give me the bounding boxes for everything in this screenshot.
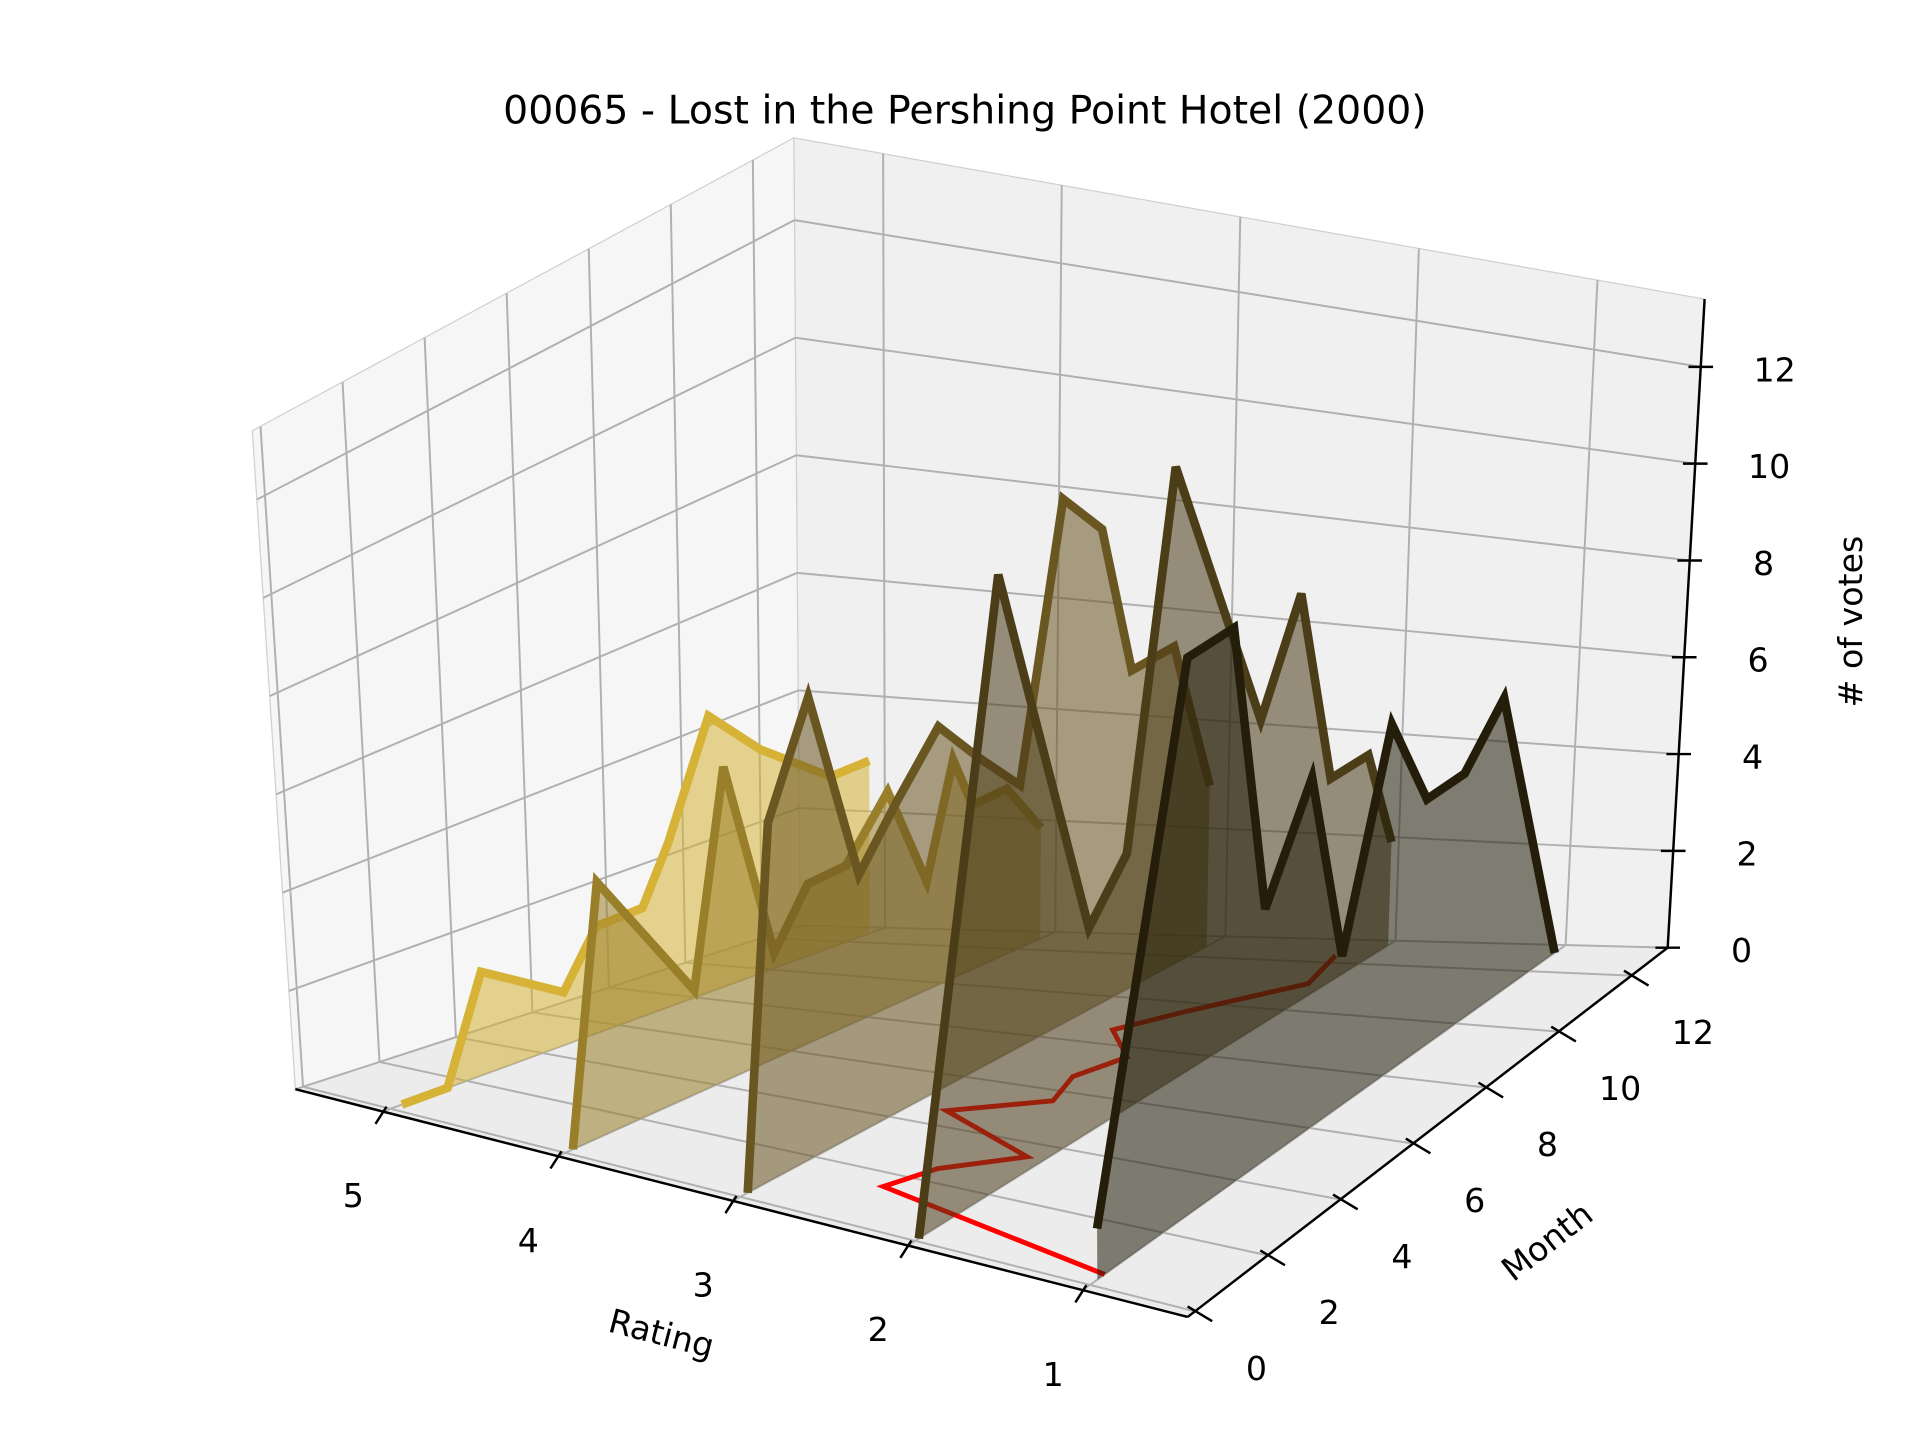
y-tick <box>1550 1025 1577 1043</box>
z-tick-label: 4 <box>1742 737 1763 776</box>
y-tick <box>1332 1193 1359 1211</box>
ribbon-line <box>1092 620 1559 1230</box>
series-layer <box>400 465 1559 1280</box>
grid-line <box>505 293 534 1013</box>
x-tick-label: 3 <box>693 1265 714 1304</box>
y-tick-label: 10 <box>1599 1069 1641 1108</box>
y-tick <box>1405 1137 1432 1155</box>
grid-line <box>302 1085 1196 1313</box>
ribbon-line <box>400 709 871 1109</box>
grid-line <box>341 381 381 1063</box>
z-tick-label: 8 <box>1753 544 1774 583</box>
x-tick-label: 4 <box>518 1221 539 1260</box>
y-tick-label: 0 <box>1246 1349 1267 1388</box>
x-tick-label: 1 <box>1043 1355 1064 1394</box>
z-tick-label: 6 <box>1748 641 1769 680</box>
z-tick-label: 0 <box>1731 931 1752 970</box>
grid-line <box>423 337 457 1038</box>
z-axis-label: # of votes <box>1831 536 1870 708</box>
grid-line <box>275 571 798 796</box>
ribbon-line <box>914 465 1396 1240</box>
z-tick-label: 12 <box>1753 350 1795 389</box>
x-tick <box>1074 1284 1088 1304</box>
x-axis-line <box>295 1088 1188 1319</box>
y-tick <box>1477 1081 1504 1099</box>
chart-title: 00065 - Lost in the Pershing Point Hotel… <box>503 88 1427 134</box>
x-tick <box>549 1150 563 1170</box>
y-tick-label: 2 <box>1319 1293 1340 1332</box>
x-tick-label: 5 <box>343 1176 364 1215</box>
grid-line <box>262 336 796 599</box>
grid-line <box>1564 280 1599 946</box>
y-tick-label: 4 <box>1391 1237 1412 1276</box>
grid-line <box>587 248 610 988</box>
y-tick-label: 12 <box>1672 1013 1714 1052</box>
x-tick <box>899 1239 913 1259</box>
grid-line <box>259 426 305 1087</box>
y-tick <box>1186 1305 1213 1323</box>
ribbon-fill <box>401 715 870 1105</box>
y-tick-label: 8 <box>1537 1125 1558 1164</box>
grid-line <box>795 336 1696 465</box>
z-axis-line <box>1666 299 1706 948</box>
y-tick-label: 6 <box>1464 1181 1485 1220</box>
grid-line <box>269 454 797 698</box>
x-tick <box>374 1105 388 1125</box>
y-tick <box>1259 1249 1286 1267</box>
grid-line <box>796 454 1690 562</box>
grid-line <box>256 219 795 501</box>
z-tick-label: 2 <box>1736 834 1757 873</box>
x-tick-label: 2 <box>868 1310 889 1349</box>
y-tick <box>1623 969 1650 987</box>
grid-line <box>794 219 1701 368</box>
z-tick-label: 10 <box>1748 447 1790 486</box>
x-tick <box>724 1195 738 1214</box>
grid-line <box>797 571 1685 659</box>
